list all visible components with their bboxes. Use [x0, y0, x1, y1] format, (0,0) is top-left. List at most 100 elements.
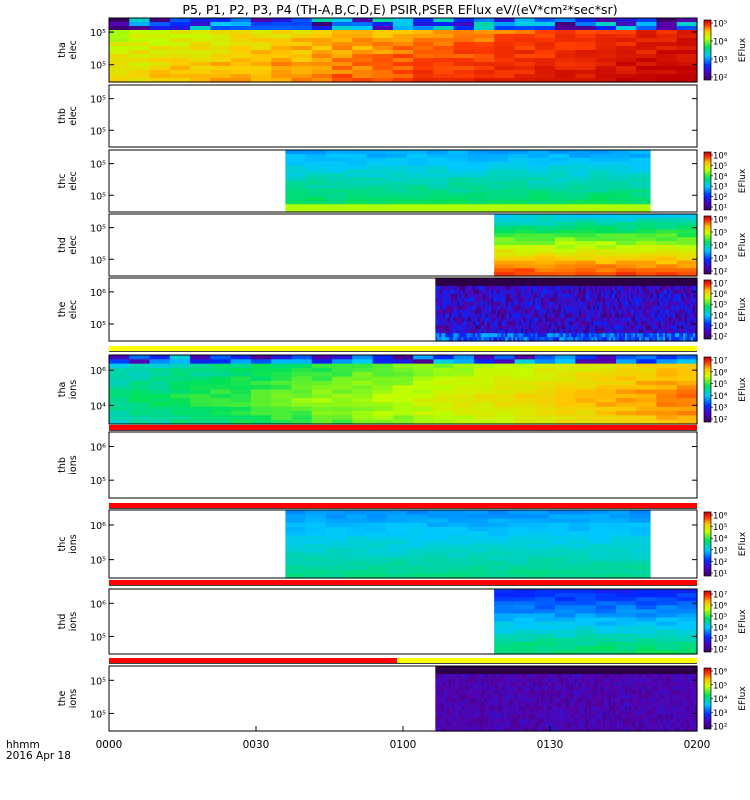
spectrogram-cell	[507, 309, 510, 315]
spectrogram-cell	[631, 281, 634, 287]
spectrogram-cell	[291, 58, 313, 63]
spectrogram-cell	[435, 678, 438, 683]
spectrogram-cell	[443, 281, 446, 287]
spectrogram-cell	[509, 325, 512, 330]
spectrogram-cell	[559, 337, 562, 342]
spectrogram-cell	[575, 225, 597, 231]
spectrogram-cell	[467, 561, 489, 566]
spectrogram-cell	[656, 245, 678, 250]
spectrogram-cell	[567, 285, 570, 291]
spectrogram-cell	[514, 233, 536, 238]
spectrogram-cell	[453, 317, 456, 322]
spectrogram-cell	[479, 694, 482, 700]
colorbar-tick-label: 10²	[713, 333, 727, 343]
spectrogram-cell	[609, 150, 631, 155]
spectrogram-cell	[575, 38, 597, 43]
spectrogram-cell	[514, 597, 536, 602]
spectrogram-cell	[413, 411, 435, 416]
spectrogram-cell	[508, 153, 530, 159]
spectrogram-cell	[467, 714, 470, 720]
spectrogram-cell	[689, 301, 692, 307]
spectrogram-cell	[366, 208, 388, 213]
spectrogram-cell	[475, 694, 478, 700]
spectrogram-cell	[447, 686, 450, 691]
spectrogram-cell	[633, 333, 636, 338]
spectrogram-cell	[547, 289, 550, 295]
spectrogram-cell	[636, 66, 658, 71]
spectrogram-cell	[603, 337, 606, 342]
spectrogram-cell	[485, 281, 488, 287]
spectrogram-cell	[527, 321, 530, 326]
spectrogram-cell	[677, 333, 680, 338]
spectrogram-cell	[519, 285, 522, 291]
spectrogram-cell	[514, 70, 536, 75]
spectrogram-cell	[529, 333, 532, 338]
spectrogram-cell	[366, 196, 388, 201]
spectrogram-cell	[509, 297, 512, 303]
spectrogram-cell	[568, 569, 590, 575]
spectrogram-cell	[386, 184, 408, 190]
spectrogram-cell	[459, 337, 462, 342]
spectrogram-cell	[447, 169, 469, 174]
spectrogram-cell	[447, 722, 450, 728]
spectrogram-cell	[568, 531, 590, 537]
spectrogram-cell	[499, 317, 502, 322]
spectrogram-cell	[676, 380, 698, 386]
spectrogram-cell	[467, 285, 470, 291]
spectrogram-cell	[475, 690, 478, 696]
spectrogram-cell	[613, 313, 616, 318]
spectrogram-cell	[551, 301, 554, 307]
spectrogram-cell	[656, 389, 678, 395]
spectrogram-cell	[545, 305, 548, 311]
spectrogram-cell	[663, 309, 666, 315]
spectrogram-cell	[669, 285, 672, 291]
spectrogram-cell	[617, 297, 620, 303]
spectrogram-cell	[569, 329, 572, 334]
spectrogram-cell	[545, 293, 548, 299]
spectrogram-cell	[575, 221, 597, 227]
spectrogram-cell	[487, 188, 509, 194]
spectrogram-cell	[665, 325, 668, 330]
spectrogram-cell	[467, 301, 470, 307]
spectrogram-cell	[523, 686, 526, 691]
spectrogram-cell	[519, 281, 522, 287]
spectrogram-cell	[659, 301, 662, 307]
spectrogram-cell	[499, 726, 502, 732]
spectrogram-cell	[455, 686, 458, 691]
spectrogram-cell	[291, 355, 313, 360]
spectrogram-cell	[555, 70, 576, 75]
spectrogram-cell	[683, 293, 686, 299]
spectrogram-cell	[271, 70, 293, 75]
spectrogram-cell	[695, 297, 698, 303]
spectrogram-cell	[609, 293, 612, 299]
colorbar	[703, 356, 712, 423]
spectrogram-cell	[487, 313, 490, 318]
spectrogram-cell	[548, 569, 570, 575]
spectrogram-cell	[548, 522, 570, 528]
spectrogram-cell	[487, 150, 509, 155]
spectrogram-cell	[435, 694, 438, 700]
spectrogram-cell	[285, 208, 307, 213]
spectrogram-cell	[494, 597, 516, 602]
spectrogram-cell	[190, 372, 211, 378]
spectrogram-cell	[615, 66, 637, 71]
spectrogram-cell	[443, 678, 446, 683]
spectrogram-cell	[487, 161, 509, 167]
spectrogram-cell	[609, 278, 612, 283]
spectrogram-cell	[475, 702, 478, 708]
spectrogram-cell	[311, 54, 333, 59]
spectrogram-cell	[513, 718, 516, 724]
spectrogram-cell	[372, 372, 394, 378]
spectrogram-cell	[149, 380, 171, 386]
spectrogram-cell	[636, 248, 658, 254]
spectrogram-cell	[503, 317, 506, 322]
spectrogram-cell	[487, 321, 490, 326]
spectrogram-cell	[549, 309, 552, 315]
spectrogram-cell	[525, 325, 528, 330]
spectrogram-cell	[406, 569, 428, 575]
spectrogram-cell	[435, 309, 438, 315]
spectrogram-cell	[285, 556, 307, 562]
spectrogram-cell	[485, 670, 488, 675]
spectrogram-cell	[649, 278, 652, 283]
spectrogram-cell	[539, 321, 542, 326]
